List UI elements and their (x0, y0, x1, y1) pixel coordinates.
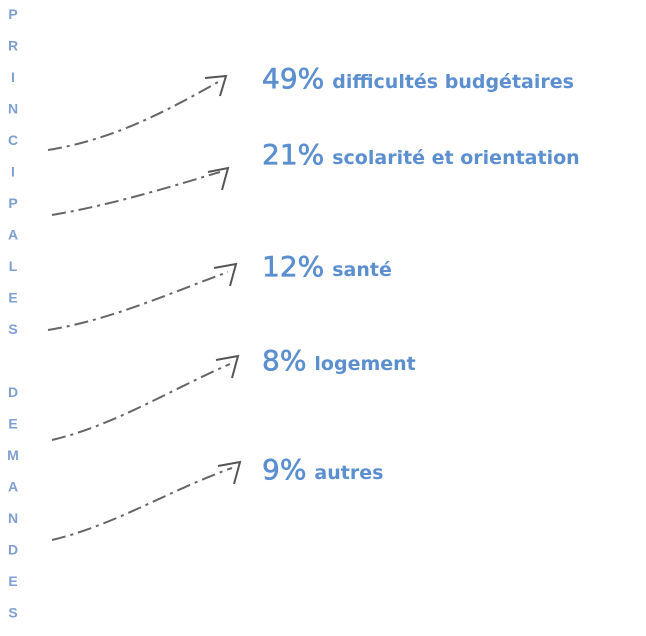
label: autres (314, 462, 384, 484)
label: difficultés budgétaires (332, 71, 574, 93)
label: santé (332, 259, 392, 281)
arrow (47, 271, 229, 331)
item: 49% difficultés budgétaires (262, 62, 574, 96)
vertical-title: PRINCIPALES DEMANDES (5, 6, 21, 636)
arrow (51, 467, 233, 541)
label: scolarité et orientation (332, 147, 580, 169)
arrows (47, 74, 242, 541)
percent: 21% (262, 138, 325, 172)
page: PRINCIPALES DEMANDES 49% difficultés budg… (5, 6, 580, 636)
percent: 12% (262, 250, 325, 284)
label: logement (314, 353, 416, 375)
arrow-head (204, 74, 228, 97)
percent: 8% (262, 344, 307, 378)
percent: 49% (262, 62, 325, 96)
arrow-head (213, 262, 238, 287)
item: 8% logement (262, 344, 416, 378)
arrow (47, 81, 219, 151)
arrow-head (207, 166, 230, 191)
item: 21% scolarité et orientation (262, 138, 580, 172)
arrow (51, 363, 231, 441)
arrow-head (215, 354, 240, 379)
arrow (51, 171, 221, 216)
item: 9% autres (262, 453, 384, 487)
item: 12% santé (262, 250, 392, 284)
percent: 9% (262, 453, 307, 487)
arrow-head (217, 460, 242, 485)
